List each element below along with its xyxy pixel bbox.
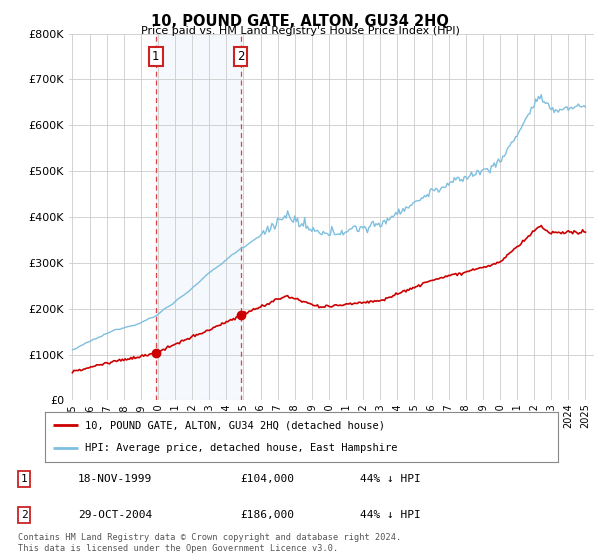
Text: 10, POUND GATE, ALTON, GU34 2HQ (detached house): 10, POUND GATE, ALTON, GU34 2HQ (detache… (85, 420, 385, 430)
Text: 2: 2 (20, 510, 28, 520)
Text: Contains HM Land Registry data © Crown copyright and database right 2024.
This d: Contains HM Land Registry data © Crown c… (18, 533, 401, 553)
Text: 29-OCT-2004: 29-OCT-2004 (78, 510, 152, 520)
Text: £186,000: £186,000 (240, 510, 294, 520)
Text: HPI: Average price, detached house, East Hampshire: HPI: Average price, detached house, East… (85, 444, 398, 454)
Text: Price paid vs. HM Land Registry's House Price Index (HPI): Price paid vs. HM Land Registry's House … (140, 26, 460, 36)
Text: 2: 2 (237, 50, 244, 63)
Text: £104,000: £104,000 (240, 474, 294, 484)
Text: 18-NOV-1999: 18-NOV-1999 (78, 474, 152, 484)
Text: 44% ↓ HPI: 44% ↓ HPI (360, 510, 421, 520)
Text: 1: 1 (152, 50, 160, 63)
Text: 10, POUND GATE, ALTON, GU34 2HQ: 10, POUND GATE, ALTON, GU34 2HQ (151, 14, 449, 29)
Text: 44% ↓ HPI: 44% ↓ HPI (360, 474, 421, 484)
Text: 1: 1 (20, 474, 28, 484)
Bar (156, 34, 241, 400)
